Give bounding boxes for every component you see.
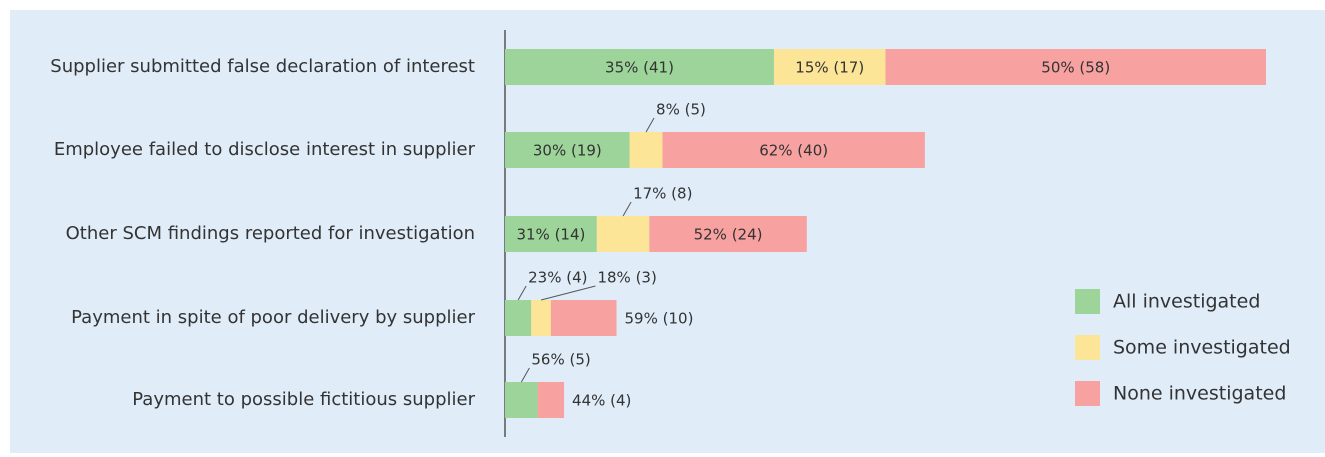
value-label: 56% (5): [531, 351, 590, 369]
bar-segment: [596, 216, 650, 252]
category-label: Supplier submitted false declaration of …: [50, 56, 475, 77]
bar-segment: [649, 216, 807, 252]
category-label: Employee failed to disclose interest in …: [54, 139, 476, 160]
value-label: 35% (41): [605, 59, 674, 77]
bar-segment: [505, 382, 538, 418]
value-label: 23% (4): [528, 269, 587, 287]
category-label: Other SCM findings reported for investig…: [66, 223, 475, 244]
legend-swatch: [1075, 335, 1100, 360]
value-label: 31% (14): [516, 226, 585, 244]
legend-swatch: [1075, 289, 1100, 314]
value-label: 18% (3): [597, 269, 656, 287]
leader-line: [645, 117, 655, 133]
value-label: 50% (58): [1041, 59, 1110, 77]
bar-segment: [629, 132, 663, 168]
leader-line: [517, 285, 527, 301]
category-label: Payment in spite of poor delivery by sup…: [71, 307, 475, 328]
bar-segment: [505, 49, 774, 85]
legend-label: None investigated: [1113, 383, 1286, 405]
leader-line: [622, 201, 632, 217]
leader-line: [520, 367, 530, 383]
bar-segment: [537, 382, 565, 418]
bar-segment: [662, 132, 925, 168]
bar-segment: [505, 132, 630, 168]
legend-swatch: [1075, 381, 1100, 406]
value-label: 15% (17): [795, 59, 864, 77]
value-label: 17% (8): [633, 185, 692, 203]
bar-segment: [531, 300, 551, 336]
legend-label: Some investigated: [1113, 337, 1291, 359]
value-label: 8% (5): [656, 101, 706, 119]
bar-segment: [505, 216, 597, 252]
bar-segment: [773, 49, 886, 85]
value-label: 52% (24): [694, 226, 763, 244]
value-label: 62% (40): [759, 142, 828, 160]
bar-segment: [885, 49, 1266, 85]
leader-line: [540, 285, 596, 301]
bar-segment: [505, 300, 532, 336]
legend-label: All investigated: [1113, 291, 1260, 313]
value-label: 44% (4): [572, 392, 631, 410]
bar-segment: [550, 300, 617, 336]
category-label: Payment to possible fictitious supplier: [132, 389, 475, 410]
value-label: 30% (19): [533, 142, 602, 160]
value-label: 59% (10): [625, 310, 694, 328]
